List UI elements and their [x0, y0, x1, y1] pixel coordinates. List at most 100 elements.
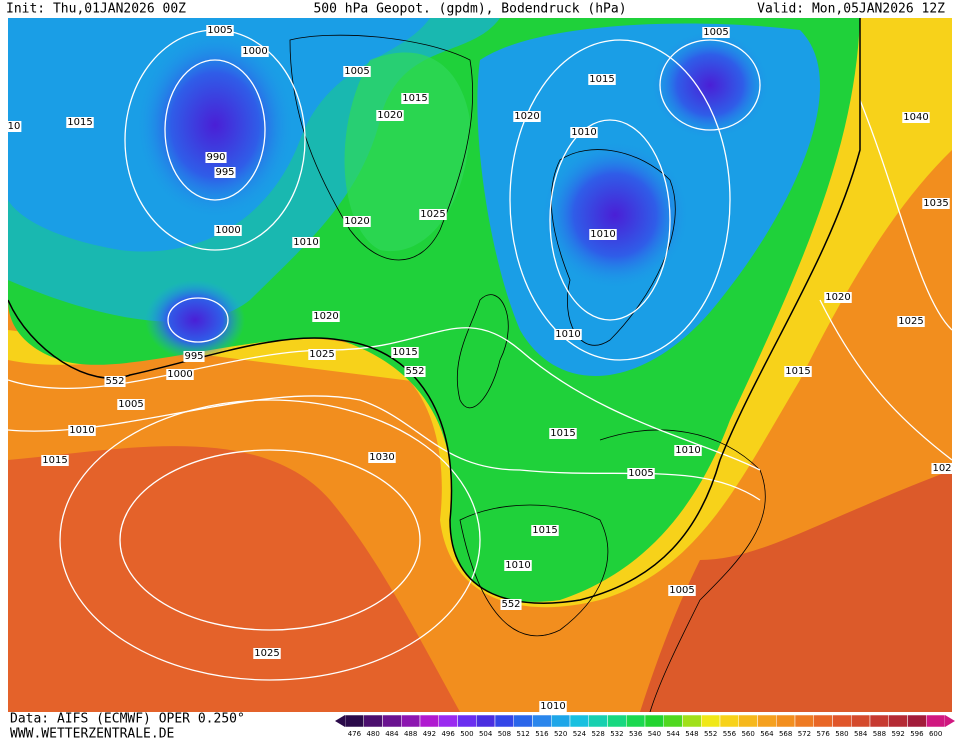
colorbar-tick-label: 540	[648, 730, 661, 738]
greenland-green	[344, 52, 470, 252]
label-box	[784, 366, 812, 377]
color-swatch	[794, 714, 814, 728]
isobar-label: 1030	[369, 452, 394, 463]
hot-southeast	[640, 470, 952, 712]
isobar	[167, 297, 229, 343]
map-title: 500 hPa Geopot. (gpdm), Bodendruck (hPa)	[313, 2, 626, 17]
scandinavia-coast	[550, 149, 676, 346]
colorbar-tick-label: 488	[404, 730, 417, 738]
isobar	[8, 327, 761, 471]
isobar-label: 1010	[590, 229, 615, 240]
colorbar-tick-label: 556	[723, 730, 737, 738]
isobar-label: 1005	[344, 66, 369, 77]
color-swatch	[382, 714, 402, 728]
colorbar-tick-label: 496	[441, 730, 455, 738]
contour-552	[8, 18, 861, 604]
label-box	[308, 349, 336, 360]
isobar-label: 1020	[377, 110, 402, 121]
label-box	[702, 27, 730, 38]
yellow-band	[8, 18, 952, 608]
color-swatch	[926, 714, 946, 728]
isobar-label: 1015	[550, 428, 575, 439]
isobar-label: 1005	[118, 399, 143, 410]
isobar-label: 995	[184, 351, 203, 362]
iberia-coast	[459, 504, 609, 637]
label-box	[253, 648, 281, 659]
isobar-label: 1015	[785, 366, 810, 377]
label-box	[368, 452, 396, 463]
isobar-label: 552	[105, 376, 124, 387]
colorbar-tick-label: 484	[385, 730, 399, 738]
label-box	[183, 351, 205, 362]
isobar	[659, 39, 761, 131]
isobar-label: 1010	[540, 701, 565, 712]
map-area	[8, 18, 952, 712]
color-swatch	[757, 714, 777, 728]
colorbar-tick-label: 476	[348, 730, 362, 738]
colorbar-tick-label: 528	[591, 730, 604, 738]
colorbar-tick-label: 512	[516, 730, 529, 738]
label-box	[668, 585, 696, 596]
label-box	[588, 74, 616, 85]
isobar-label: 552	[501, 599, 520, 610]
isobar-label: 10	[8, 121, 21, 132]
isobar-label: 1000	[242, 46, 267, 57]
isobar-label: 1015	[532, 525, 557, 536]
isobar-label: 1015	[589, 74, 614, 85]
color-swatch	[663, 714, 683, 728]
label-box	[376, 110, 404, 121]
color-swatch	[513, 714, 533, 728]
isobar-labels: 1005 1000 1005 1015 10 1015 1020 1020 1015 1005 10…	[6, 25, 953, 712]
label-box	[68, 425, 96, 436]
isobar-label: 1020	[344, 216, 369, 227]
colorbar-tick-label: 568	[779, 730, 792, 738]
color-swatch	[588, 714, 608, 728]
isobar-label: 1000	[215, 225, 240, 236]
label-box	[391, 347, 419, 358]
label-box	[312, 311, 340, 322]
isobar-label: 1040	[903, 112, 928, 123]
label-box	[343, 66, 371, 77]
colorbar-arrow-low	[335, 715, 345, 727]
isobar-label: 990	[206, 152, 225, 163]
color-swatch	[569, 714, 589, 728]
low-scandinavia	[540, 140, 690, 290]
isobar-label: 1005	[628, 468, 653, 479]
isobar-label: 1005	[669, 585, 694, 596]
color-swatch	[851, 714, 871, 728]
colorbar-tick-label: 536	[629, 730, 643, 738]
colorbar-tick-label: 524	[573, 730, 587, 738]
isobar-label: 1010	[555, 329, 580, 340]
isobar-label: 1035	[923, 198, 948, 209]
label-box	[66, 117, 94, 128]
label-box	[531, 525, 559, 536]
isobar-label: 1015	[67, 117, 92, 128]
color-swatch	[682, 714, 702, 728]
label-box	[117, 399, 145, 410]
colorbar-tick-label: 500	[460, 730, 473, 738]
isobar-label: 1010	[571, 127, 596, 138]
label-box	[206, 25, 234, 36]
color-swatch	[401, 714, 421, 728]
colorbar-tick-label: 508	[498, 730, 511, 738]
label-box	[419, 209, 447, 220]
color-swatch	[494, 714, 514, 728]
label-box	[205, 152, 227, 163]
isobar	[164, 59, 266, 201]
colorbar-tick-label: 588	[873, 730, 886, 738]
color-swatch	[551, 714, 571, 728]
color-swatch	[719, 714, 739, 728]
isobar-label: 1010	[505, 560, 530, 571]
color-swatch	[419, 714, 439, 728]
isobar	[509, 39, 731, 361]
isobar	[549, 119, 671, 321]
colorbar-tick-label: 572	[798, 730, 811, 738]
colorbar-tick-label: 516	[535, 730, 549, 738]
isobar-label: 1020	[825, 292, 850, 303]
greenland-coast	[289, 34, 473, 261]
color-swatch	[438, 714, 458, 728]
europe-coast	[599, 429, 766, 712]
hot-southwest	[8, 446, 460, 712]
isobar-label: 1010	[675, 445, 700, 456]
